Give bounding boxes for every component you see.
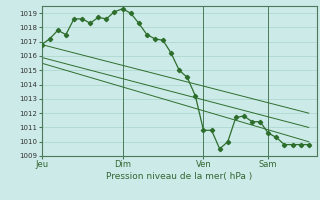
X-axis label: Pression niveau de la mer( hPa ): Pression niveau de la mer( hPa ) [106,172,252,181]
